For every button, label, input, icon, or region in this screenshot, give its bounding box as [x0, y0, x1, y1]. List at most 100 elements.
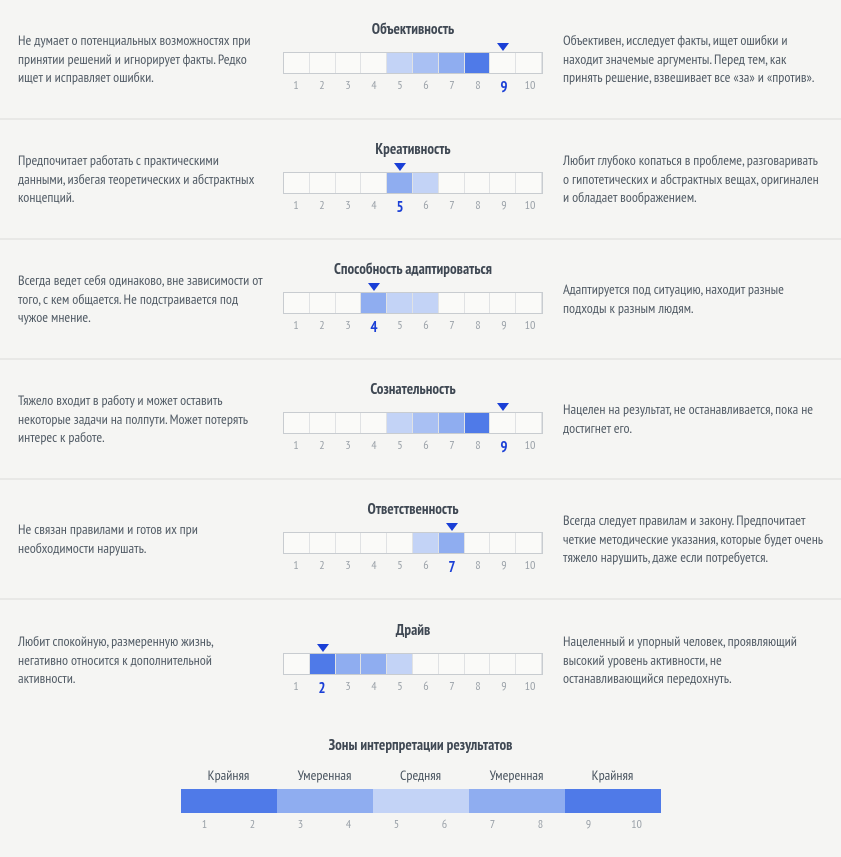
scale-cell — [284, 654, 310, 674]
scale-cell — [310, 413, 336, 433]
scale-tick: 8 — [465, 438, 491, 458]
scale-cell — [490, 53, 516, 73]
trait-title: Объективность — [372, 20, 454, 40]
trait-scale: Креативность12345678910 — [273, 140, 553, 219]
scale-cell — [439, 533, 465, 553]
trait-title: Драйв — [396, 621, 431, 641]
scale-ticks: 12345678910 — [283, 318, 543, 338]
scale-marker-icon — [497, 43, 509, 51]
scale-tick: 1 — [283, 679, 309, 699]
scale-tick: 3 — [335, 558, 361, 578]
scale-cell — [387, 654, 413, 674]
scale-ticks: 12345678910 — [283, 78, 543, 98]
legend-section: Зоны интерпретации результатов КрайняяУм… — [0, 720, 841, 857]
scale-tick: 6 — [413, 679, 439, 699]
scale-tick-active: 2 — [309, 679, 335, 699]
legend-cell — [613, 789, 661, 813]
scale-cell — [387, 413, 413, 433]
trait-title: Способность адаптироваться — [334, 260, 492, 280]
scale-tick: 6 — [413, 558, 439, 578]
scale-cell — [516, 413, 542, 433]
legend-cell — [325, 789, 373, 813]
scale-tick: 7 — [439, 198, 465, 218]
trait-title: Креативность — [375, 140, 450, 160]
scale-cell — [284, 53, 310, 73]
legend-zone-labels: КрайняяУмереннаяСредняяУмереннаяКрайняя — [181, 766, 661, 785]
scale-marker-icon — [368, 283, 380, 291]
scale-tick: 10 — [517, 438, 543, 458]
scale-cell — [361, 654, 387, 674]
scale-marker-icon — [394, 163, 406, 171]
scale-cell — [387, 533, 413, 553]
scale-tick: 1 — [283, 318, 309, 338]
trait-scale: Способность адаптироваться 12345678910 — [273, 260, 553, 339]
scale-tick: 5 — [387, 438, 413, 458]
trait-row: Всегда ведет себя одинаково, вне зависим… — [0, 240, 841, 360]
scale-tick: 8 — [465, 198, 491, 218]
legend-cell — [469, 789, 517, 813]
scale-tick: 7 — [439, 318, 465, 338]
scale-tick: 5 — [387, 679, 413, 699]
scale-tick: 1 — [283, 198, 309, 218]
legend-cell — [373, 789, 421, 813]
scale-cell — [310, 654, 336, 674]
scale-tick: 6 — [413, 78, 439, 98]
scale-cell — [336, 533, 362, 553]
scale-tick: 2 — [309, 318, 335, 338]
scale-cell — [336, 173, 362, 193]
scale-tick: 6 — [413, 198, 439, 218]
scale-cell — [310, 533, 336, 553]
scale-cell — [284, 293, 310, 313]
scale-cell — [387, 293, 413, 313]
scale-cell — [387, 53, 413, 73]
scale-cell — [465, 413, 491, 433]
trait-row: Любит спокойную, размеренную жизнь, нега… — [0, 600, 841, 720]
scale-tick-active: 9 — [491, 78, 517, 98]
scale-cell — [439, 413, 465, 433]
trait-high-description: Объективен, исследует факты, ищет ошибки… — [563, 31, 823, 88]
scale-cell — [490, 413, 516, 433]
scale-tick: 3 — [335, 318, 361, 338]
trait-scale: Ответственность12345678910 — [273, 500, 553, 579]
scale-cell — [439, 53, 465, 73]
scale-cell — [465, 293, 491, 313]
scale-cell — [387, 173, 413, 193]
scale-cell — [284, 533, 310, 553]
trait-low-description: Всегда ведет себя одинаково, вне зависим… — [18, 271, 263, 328]
scale-cell — [516, 173, 542, 193]
scale-tick: 2 — [309, 558, 335, 578]
scale-tick-active: 7 — [439, 558, 465, 578]
scale-cell — [336, 53, 362, 73]
scale-tick: 3 — [335, 198, 361, 218]
trait-scale: Сознательность12345678910 — [273, 380, 553, 459]
legend-zone-label: Крайняя — [565, 766, 661, 785]
legend-cell — [181, 789, 229, 813]
scale-cell — [490, 533, 516, 553]
scale-bar — [283, 172, 543, 194]
legend-tick: 3 — [277, 817, 325, 833]
legend-cell — [421, 789, 469, 813]
scale-cell — [361, 173, 387, 193]
scale-cell — [413, 654, 439, 674]
scale-tick: 4 — [361, 558, 387, 578]
scale-cell — [465, 654, 491, 674]
scale-tick: 1 — [283, 438, 309, 458]
scale-cell — [465, 533, 491, 553]
scale-tick: 10 — [517, 679, 543, 699]
scale-tick: 4 — [361, 679, 387, 699]
scale-cell — [336, 293, 362, 313]
scale-cell — [516, 533, 542, 553]
trait-row: Не связан правилами и готов их при необх… — [0, 480, 841, 600]
scale-ticks: 12345678910 — [283, 438, 543, 458]
trait-high-description: Адаптируется под ситуацию, находит разны… — [563, 280, 823, 318]
scale-tick: 6 — [413, 438, 439, 458]
scale-tick: 10 — [517, 78, 543, 98]
scale-tick: 7 — [439, 78, 465, 98]
scale-cell — [336, 413, 362, 433]
scale-tick: 2 — [309, 438, 335, 458]
scale-bar — [283, 292, 543, 314]
trait-low-description: Не думает о потенциальных возможностях п… — [18, 31, 263, 88]
scale-tick: 10 — [517, 558, 543, 578]
scale-tick: 1 — [283, 558, 309, 578]
scale-cell — [310, 293, 336, 313]
